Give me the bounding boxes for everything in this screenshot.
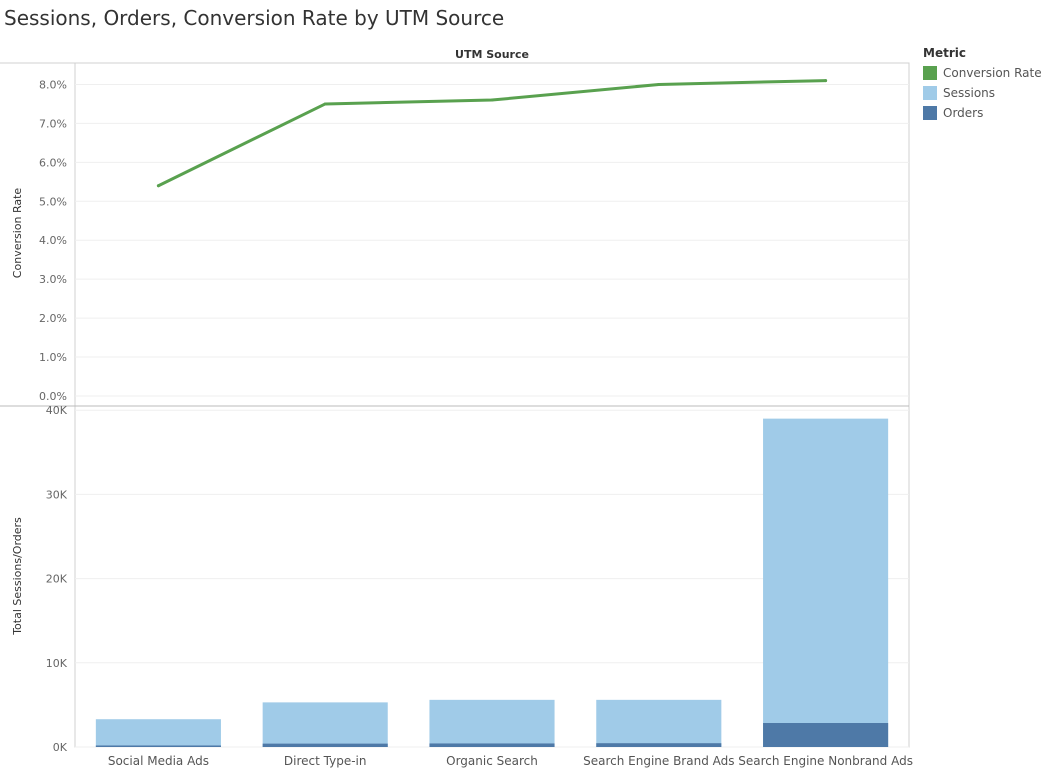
legend-item-conversion-rate[interactable]: Conversion Rate xyxy=(923,63,1042,83)
line-y-tick-label: 5.0% xyxy=(39,195,67,208)
legend-label: Conversion Rate xyxy=(943,66,1042,80)
page-title: Sessions, Orders, Conversion Rate by UTM… xyxy=(4,6,505,30)
line-point xyxy=(323,102,327,106)
legend-label: Orders xyxy=(943,106,984,120)
line-y-ticks: 0.0% 1.0% 2.0% 3.0% 4.0% 5.0% 6.0% 7.0% 8.0% xyxy=(39,78,67,403)
series-line-conversion-rate xyxy=(156,79,828,188)
bar-y-tick-label: 30K xyxy=(46,488,68,501)
line-y-tick-label: 6.0% xyxy=(39,156,67,169)
x-axis-label: Search Engine Nonbrand Ads xyxy=(738,754,913,768)
line-point xyxy=(156,184,160,188)
bar-y-tick-label: 0K xyxy=(53,741,68,754)
line-point xyxy=(490,98,494,102)
legend-label: Sessions xyxy=(943,86,996,100)
bar-orders-direct-type-in xyxy=(262,743,388,747)
bar-y-tick-label: 10K xyxy=(46,657,68,670)
line-y-tick-label: 3.0% xyxy=(39,273,67,286)
bar-orders-social-media-ads xyxy=(95,745,221,747)
legend-swatch-orders xyxy=(923,106,937,120)
bar-y-tick-label: 20K xyxy=(46,573,68,586)
x-axis-label: Social Media Ads xyxy=(108,754,209,768)
legend-item-sessions[interactable]: Sessions xyxy=(923,83,1042,103)
bar-sessions-social-media-ads xyxy=(95,719,221,747)
bar-sessions-search-engine-nonbrand-ads xyxy=(763,418,889,747)
column-header: UTM Source xyxy=(455,48,529,61)
bar-y-axis-title: Total Sessions/Orders xyxy=(11,517,24,636)
bar-orders-search-engine-brand-ads xyxy=(596,743,722,747)
legend-item-orders[interactable]: Orders xyxy=(923,103,1042,123)
line-y-tick-label: 0.0% xyxy=(39,390,67,403)
line-panel-frame xyxy=(74,62,910,407)
legend: Metric Conversion Rate Sessions Orders xyxy=(923,46,1042,123)
x-axis-label: Search Engine Brand Ads xyxy=(583,754,734,768)
line-y-tick-label: 4.0% xyxy=(39,234,67,247)
bar-sessions-search-engine-brand-ads xyxy=(596,699,722,747)
x-axis-label: Organic Search xyxy=(446,754,538,768)
x-axis-labels: Social Media Ads Direct Type-in Organic Se… xyxy=(108,754,913,768)
line-point xyxy=(824,79,828,83)
line-y-tick-label: 2.0% xyxy=(39,312,67,325)
legend-swatch-conversion-rate xyxy=(923,66,937,80)
legend-title: Metric xyxy=(923,46,966,60)
x-axis-label: Direct Type-in xyxy=(284,754,367,768)
bar-orders-search-engine-nonbrand-ads xyxy=(763,723,889,747)
line-y-axis-title: Conversion Rate xyxy=(11,188,24,279)
bar-y-tick-label: 40K xyxy=(46,404,68,417)
line-gridlines xyxy=(75,83,909,397)
line-y-tick-label: 1.0% xyxy=(39,351,67,364)
bar-sessions-direct-type-in xyxy=(262,702,388,747)
bar-series-group xyxy=(95,418,889,747)
line-y-tick-label: 8.0% xyxy=(39,78,67,91)
bar-orders-organic-search xyxy=(429,743,555,747)
bar-y-ticks: 0K 10K 20K 30K 40K xyxy=(46,404,68,754)
line-y-tick-label: 7.0% xyxy=(39,117,67,130)
bar-sessions-organic-search xyxy=(429,699,555,747)
line-series-group xyxy=(156,79,828,188)
legend-swatch-sessions xyxy=(923,86,937,100)
line-point xyxy=(657,82,661,86)
